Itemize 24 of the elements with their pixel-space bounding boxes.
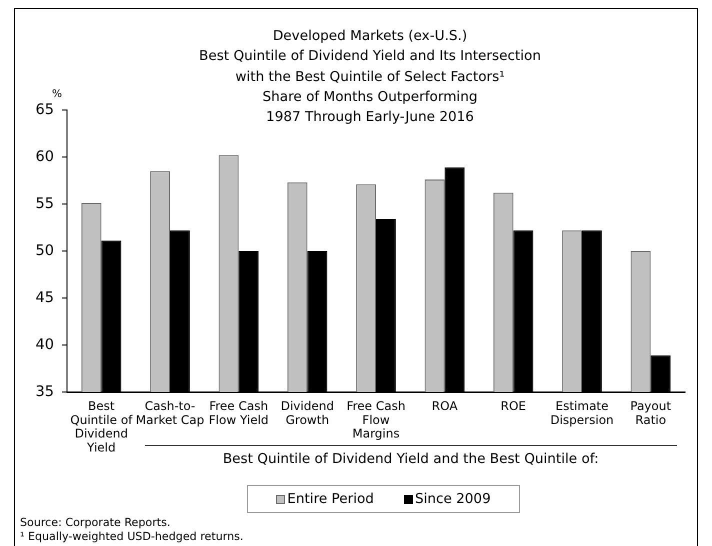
y-axis-title: % (52, 88, 62, 100)
x-tick-label: Estimate Dispersion (550, 399, 614, 427)
x-tick-label: ROA (432, 399, 458, 414)
x-tick-label: Cash-to-Market Cap (136, 399, 204, 427)
y-tick-label: 50 (36, 242, 54, 259)
x-tick-label: ROE (500, 399, 526, 414)
y-tick-label: 40 (36, 336, 54, 353)
legend-label: Since 2009 (414, 491, 491, 507)
y-tick-label: 60 (36, 148, 54, 165)
y-tick-label: 55 (36, 196, 54, 212)
x-tick-label: Payout Ratio (630, 399, 672, 427)
chart-subtitle: Share of Months Outperforming 1987 Through Early-June 2016 (262, 88, 478, 128)
text: ¹ Equally-weighted USD-hedged returns. (20, 530, 244, 544)
x-tick-label: Dividend Growth (280, 399, 334, 427)
x-tick-label: Best Quintile of Dividend Yield (70, 399, 134, 454)
y-tick-label: 45 (36, 290, 54, 306)
chart-title: Developed Markets (ex-U.S.) Best Quintile of Dividend Yield and Its Intersection with the Best Quintile of Select Factors¹ (198, 27, 542, 87)
y-tick-label: 65 (36, 102, 54, 118)
source-note: Source: Corporate Reports. (20, 516, 172, 530)
y-tick-label: 35 (36, 384, 54, 400)
x-tick-label: Free Cash Flow Yield (208, 399, 269, 427)
x-tick-label: Free Cash Flow Margins (346, 399, 406, 441)
x-axis-title: Best Quintile of Dividend Yield and the Best Quintile of: (222, 451, 599, 467)
legend-label: Entire Period (287, 491, 374, 507)
